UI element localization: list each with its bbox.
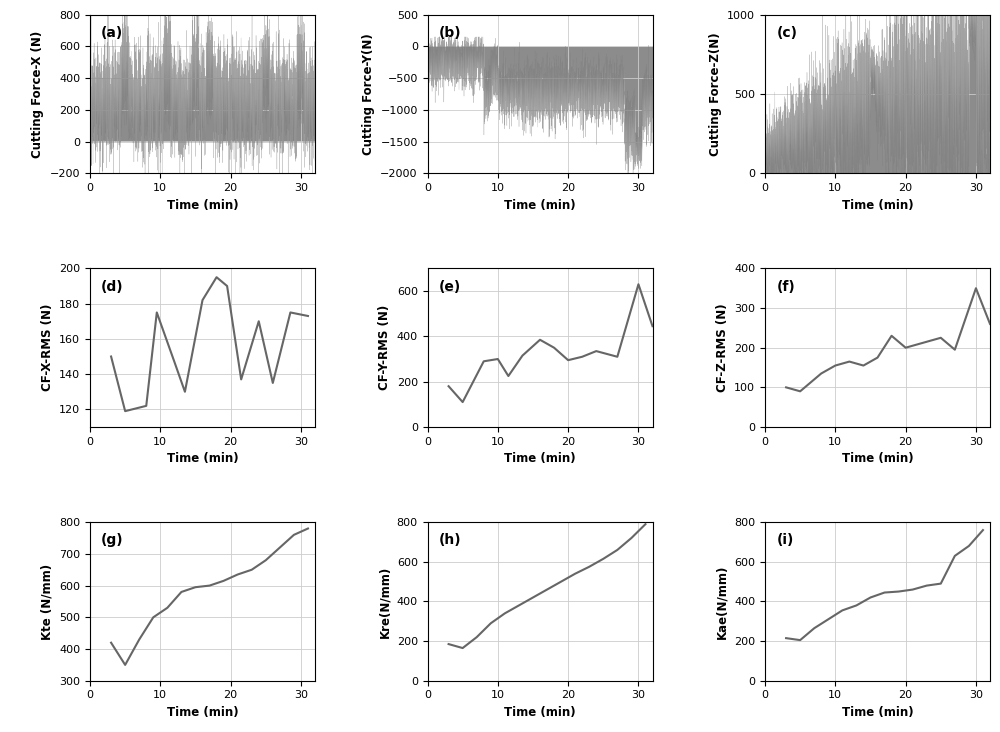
- Text: (c): (c): [776, 26, 797, 40]
- Text: (a): (a): [101, 26, 124, 40]
- X-axis label: Time (min): Time (min): [504, 452, 576, 466]
- X-axis label: Time (min): Time (min): [842, 452, 913, 466]
- Y-axis label: Cutting Force-Y(N): Cutting Force-Y(N): [362, 33, 375, 154]
- Y-axis label: Kre(N/mm): Kre(N/mm): [378, 565, 391, 638]
- Y-axis label: CF-X-RMS (N): CF-X-RMS (N): [41, 304, 54, 392]
- Text: (h): (h): [439, 533, 461, 548]
- X-axis label: Time (min): Time (min): [504, 198, 576, 212]
- Y-axis label: CF-Y-RMS (N): CF-Y-RMS (N): [378, 305, 391, 390]
- Text: (e): (e): [439, 280, 461, 294]
- Y-axis label: Kae(N/mm): Kae(N/mm): [716, 564, 729, 638]
- Y-axis label: Kte (N/mm): Kte (N/mm): [41, 564, 54, 640]
- Y-axis label: CF-Z-RMS (N): CF-Z-RMS (N): [716, 303, 729, 392]
- Text: (b): (b): [439, 26, 461, 40]
- Y-axis label: Cutting Force-X (N): Cutting Force-X (N): [31, 30, 44, 157]
- Text: (d): (d): [101, 280, 124, 294]
- Text: (f): (f): [776, 280, 795, 294]
- X-axis label: Time (min): Time (min): [842, 706, 913, 719]
- Y-axis label: Cutting Force-Z(N): Cutting Force-Z(N): [709, 32, 722, 156]
- X-axis label: Time (min): Time (min): [167, 706, 238, 719]
- X-axis label: Time (min): Time (min): [842, 198, 913, 212]
- X-axis label: Time (min): Time (min): [167, 198, 238, 212]
- Text: (g): (g): [101, 533, 124, 548]
- X-axis label: Time (min): Time (min): [504, 706, 576, 719]
- Text: (i): (i): [776, 533, 794, 548]
- X-axis label: Time (min): Time (min): [167, 452, 238, 466]
